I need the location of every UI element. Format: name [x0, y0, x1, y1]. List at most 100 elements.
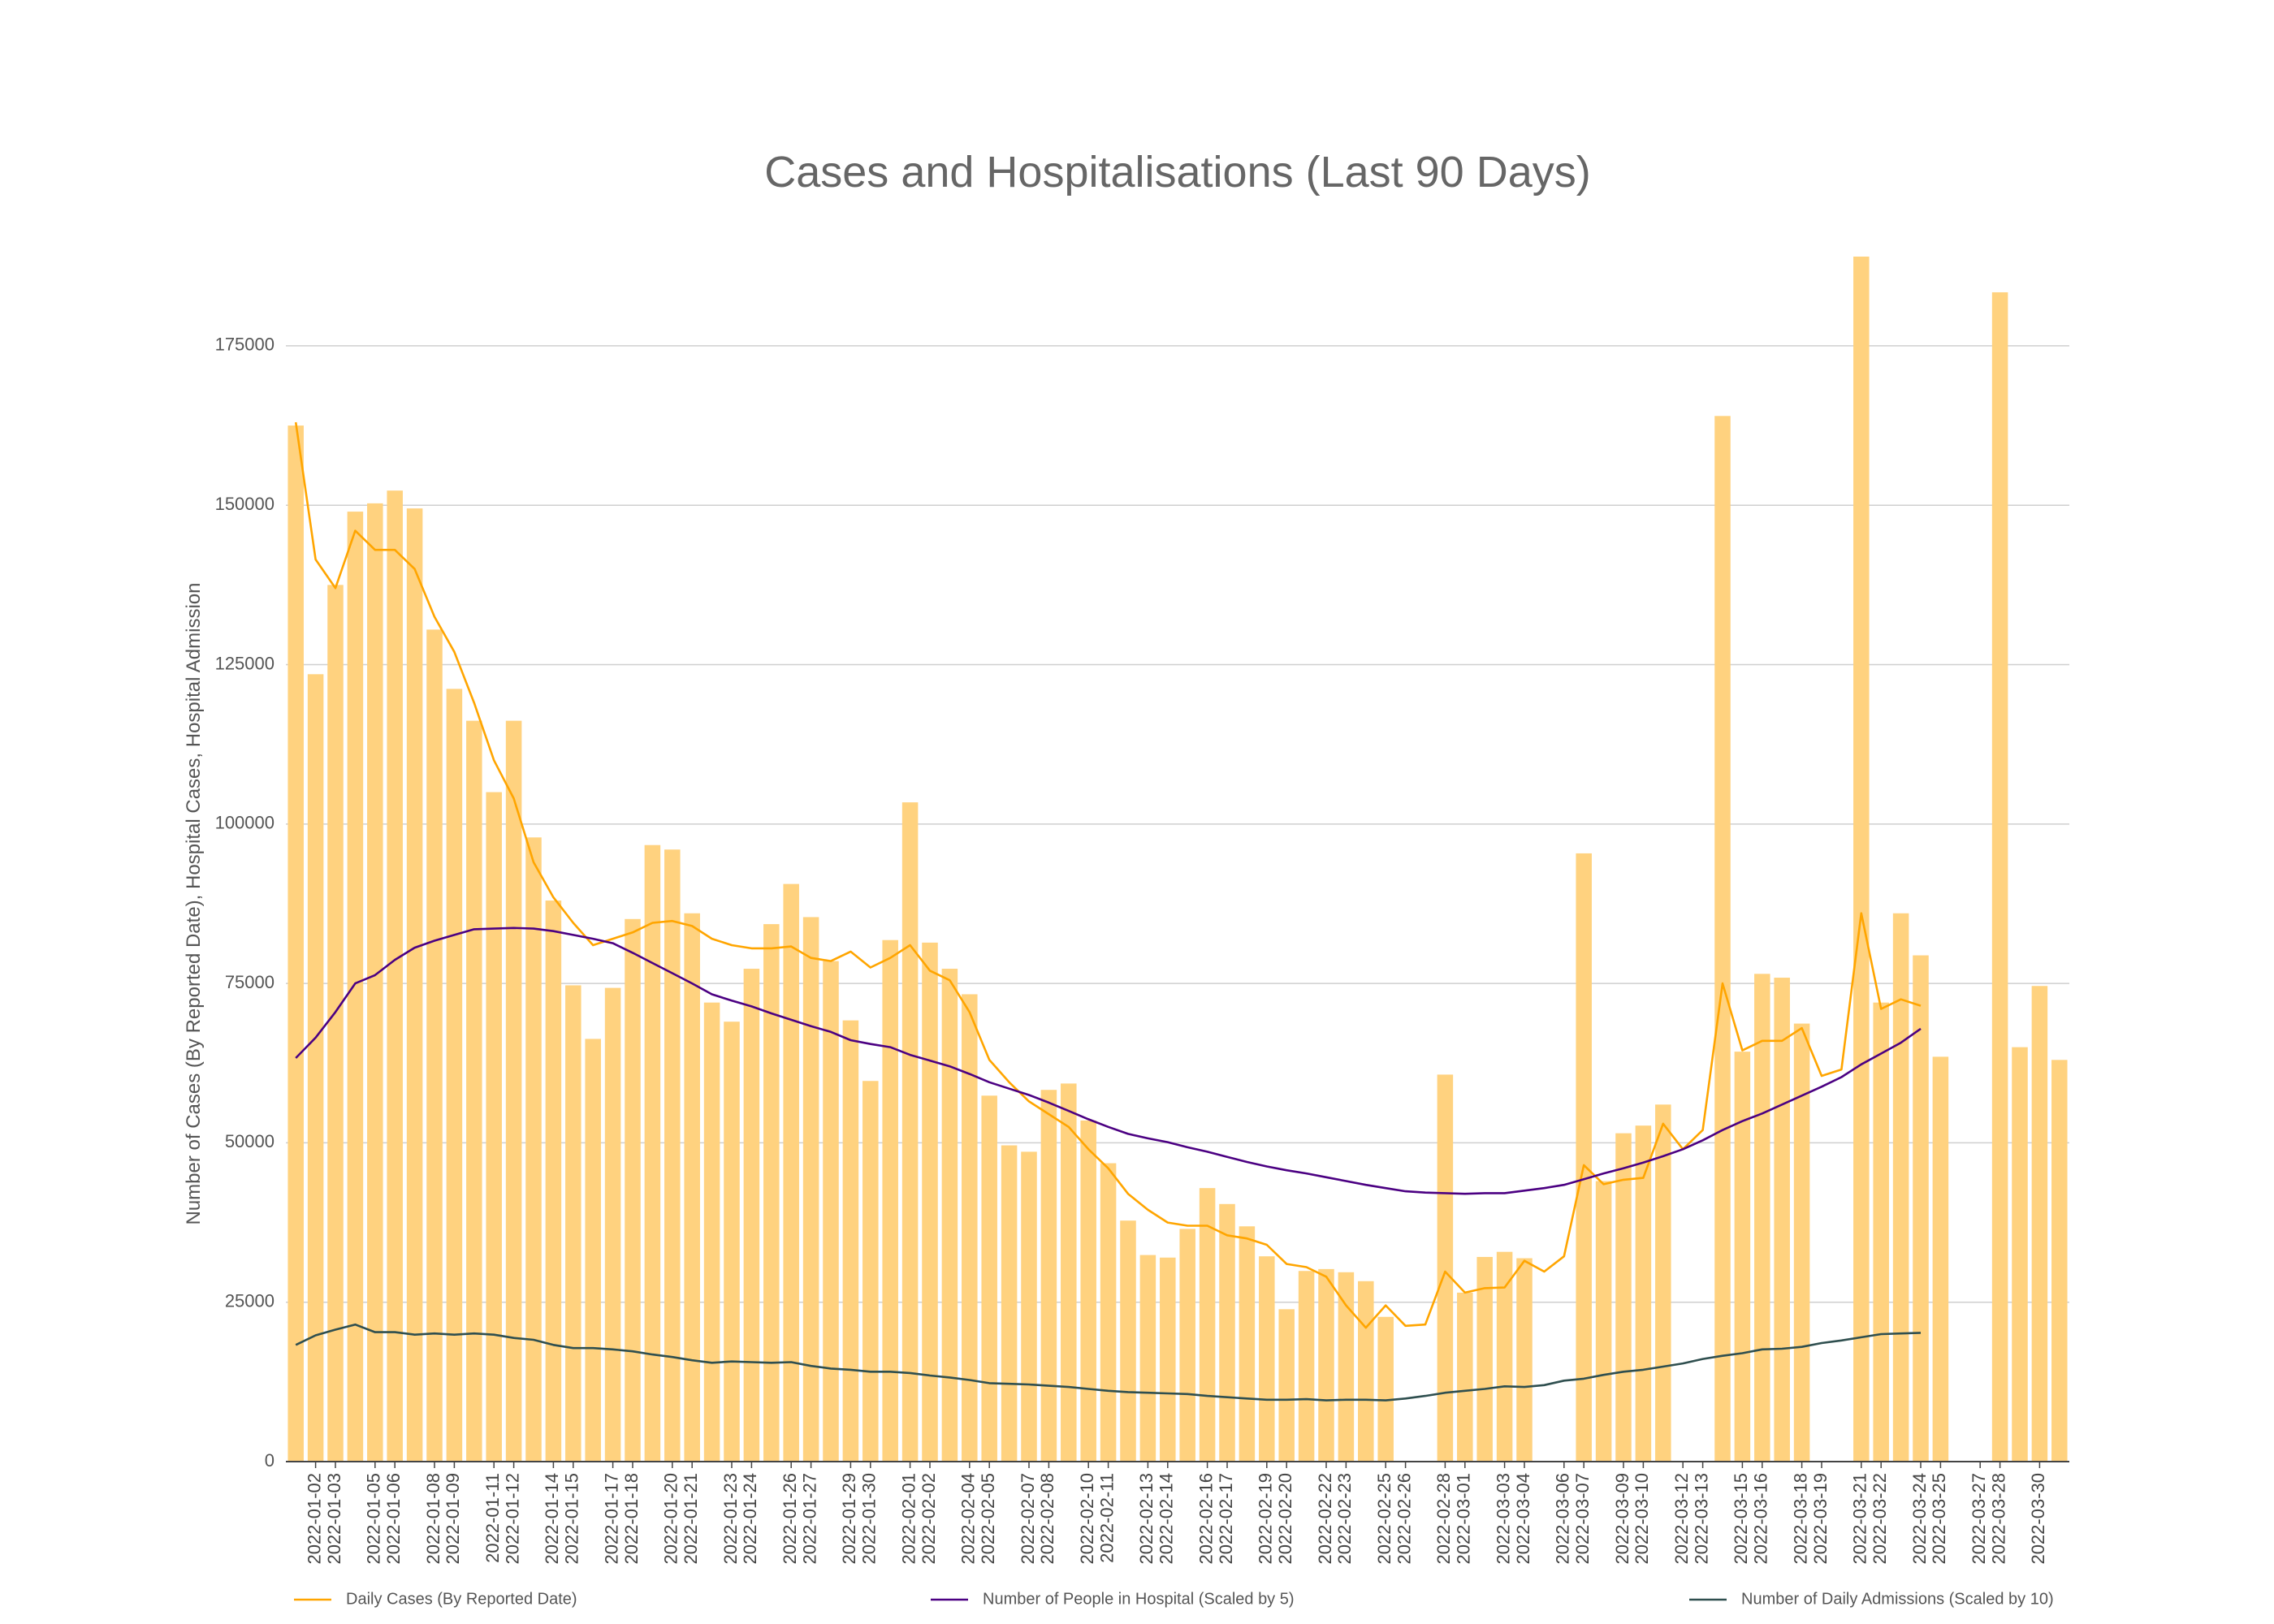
bar — [1298, 1271, 1315, 1462]
bar — [486, 792, 502, 1462]
bar — [426, 629, 443, 1462]
bar — [585, 1039, 601, 1462]
bar — [1080, 1120, 1096, 1462]
bar — [862, 1081, 879, 1462]
x-tick-label: 2022-03-19 — [1810, 1473, 1831, 1565]
bar — [1120, 1220, 1136, 1462]
bar — [1139, 1255, 1156, 1462]
x-tick-label: 2022-02-28 — [1433, 1473, 1454, 1565]
legend-label: Number of People in Hospital (Scaled by … — [983, 1590, 1295, 1608]
x-tick-label: 2022-03-18 — [1790, 1473, 1810, 1565]
chart-title: Cases and Hospitalisations (Last 90 Days… — [764, 148, 1590, 197]
bar — [625, 918, 641, 1462]
bar — [1338, 1272, 1355, 1462]
x-tick-label: 2022-02-16 — [1195, 1473, 1216, 1565]
x-tick-label: 2022-02-13 — [1136, 1473, 1156, 1565]
bar — [1061, 1083, 1077, 1462]
bar — [1001, 1145, 1018, 1462]
bar — [981, 1095, 997, 1462]
x-tick-label: 2022-03-12 — [1671, 1473, 1692, 1565]
bar — [406, 508, 423, 1462]
x-tick-label: 2022-01-18 — [621, 1473, 642, 1565]
bar — [823, 961, 839, 1462]
bar — [1635, 1125, 1652, 1462]
bar — [1516, 1258, 1533, 1462]
bar — [307, 674, 324, 1462]
x-tick-label: 2022-02-17 — [1216, 1473, 1236, 1565]
line-series — [295, 926, 1922, 1195]
bar — [763, 924, 780, 1462]
x-tick-label: 2022-02-10 — [1077, 1473, 1097, 1565]
legend-label: Number of Daily Admissions (Scaled by 10… — [1741, 1590, 2054, 1608]
x-tick-label: 2022-03-22 — [1870, 1473, 1890, 1565]
bar — [901, 802, 919, 1462]
x-tick-label: 2022-01-26 — [780, 1473, 800, 1565]
x-tick-label: 2022-01-15 — [562, 1473, 582, 1565]
x-tick-label: 2022-03-09 — [1612, 1473, 1632, 1565]
x-tick-label: 2022-02-11 — [1096, 1473, 1117, 1563]
bar — [1991, 292, 2008, 1462]
bar — [1100, 1163, 1117, 1462]
x-tick-label: 2022-02-22 — [1315, 1473, 1335, 1565]
bar — [1040, 1090, 1057, 1462]
bar — [1437, 1074, 1454, 1462]
bar — [703, 1002, 720, 1462]
x-tick-label: 2022-03-13 — [1691, 1473, 1711, 1565]
bar — [2051, 1060, 2068, 1462]
x-tick-label: 2022-01-05 — [364, 1473, 384, 1565]
y-tick-label: 125000 — [215, 653, 275, 673]
bar — [1774, 978, 1790, 1462]
bar — [922, 942, 938, 1462]
x-tick-label: 2022-02-14 — [1156, 1473, 1177, 1565]
bar — [1377, 1316, 1394, 1462]
bar — [1576, 853, 1592, 1462]
bar — [525, 837, 542, 1462]
bar — [327, 585, 344, 1462]
bar — [842, 1020, 859, 1462]
x-tick-label: 2022-01-23 — [720, 1473, 741, 1565]
bar — [941, 969, 958, 1462]
x-tick-label: 2022-01-12 — [502, 1473, 522, 1565]
bar — [1615, 1133, 1632, 1462]
bar — [1655, 1104, 1671, 1462]
bar — [1199, 1188, 1216, 1462]
x-tick-label: 2022-03-01 — [1454, 1473, 1474, 1565]
bar — [882, 939, 898, 1462]
bar — [505, 720, 522, 1462]
bar — [644, 844, 661, 1462]
bar — [604, 987, 621, 1462]
x-tick-label: 2022-01-24 — [740, 1473, 760, 1565]
bar — [1932, 1056, 1949, 1462]
y-tick-label: 100000 — [215, 813, 275, 833]
x-tick-label: 2022-02-19 — [1256, 1473, 1276, 1565]
x-tick-label: 2022-02-01 — [898, 1473, 919, 1565]
x-tick-label: 2022-02-05 — [978, 1473, 998, 1565]
bar — [1160, 1257, 1176, 1462]
bar — [664, 849, 681, 1462]
bar — [1873, 1002, 1889, 1462]
legend-label: Daily Cases (By Reported Date) — [346, 1590, 577, 1608]
bar — [1358, 1281, 1374, 1462]
bar — [684, 913, 700, 1462]
bar — [1239, 1226, 1256, 1462]
x-tick-label: 2022-01-27 — [799, 1473, 819, 1565]
x-tick-label: 2022-01-03 — [324, 1473, 344, 1565]
bar — [1892, 913, 1909, 1462]
x-tick-label: 2022-02-23 — [1334, 1473, 1355, 1565]
bar — [2031, 986, 2048, 1462]
x-tick-label: 2022-02-07 — [1018, 1473, 1038, 1565]
bar — [962, 994, 978, 1462]
bar — [1496, 1251, 1513, 1462]
x-tick-label: 2022-03-15 — [1731, 1473, 1751, 1565]
x-tick-label: 2022-02-26 — [1394, 1473, 1414, 1565]
bar — [1219, 1203, 1235, 1462]
bar — [1913, 955, 1929, 1462]
bar — [1734, 1052, 1751, 1462]
bar — [1714, 416, 1731, 1462]
x-tick-label: 2022-03-24 — [1909, 1473, 1930, 1565]
bar — [1754, 974, 1770, 1462]
x-tick-label: 2022-02-04 — [958, 1473, 979, 1565]
bar — [724, 1021, 740, 1462]
bar — [1278, 1309, 1295, 1462]
